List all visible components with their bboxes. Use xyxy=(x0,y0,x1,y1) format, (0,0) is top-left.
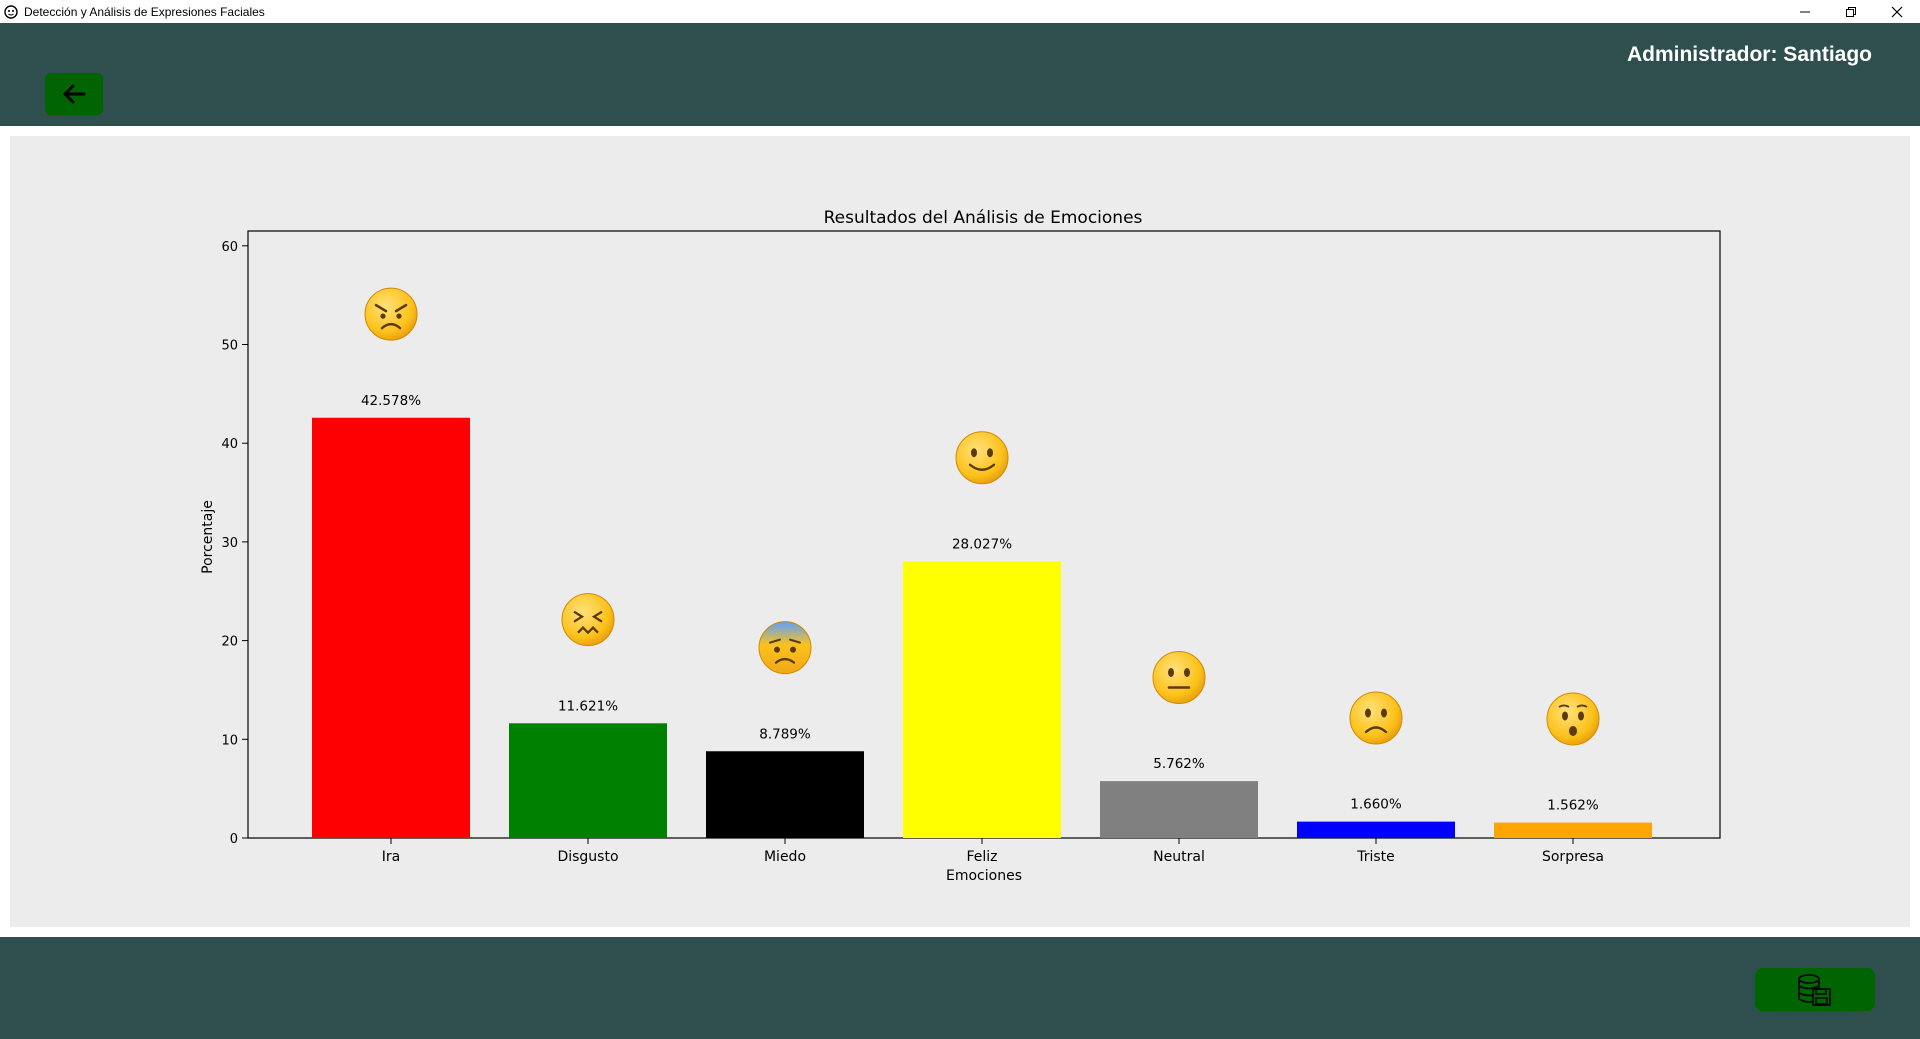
minimize-button[interactable] xyxy=(1782,0,1828,23)
header-bar: Administrador: Santiago xyxy=(0,23,1920,126)
smiling-face-icon xyxy=(955,431,1009,485)
category-label: Neutral xyxy=(1153,849,1205,865)
chart-panel: Resultados del Análisis de Emociones 0 10… xyxy=(10,136,1910,927)
restore-icon xyxy=(1846,6,1856,17)
bar-ira xyxy=(312,417,470,838)
bar-neutral xyxy=(1100,781,1258,838)
footer-bar xyxy=(0,937,1920,1039)
window-controls xyxy=(1782,0,1920,23)
bar-disgusto xyxy=(509,723,667,838)
y-tick-label: 10 xyxy=(221,733,238,748)
y-tick-label: 40 xyxy=(221,437,238,452)
bar-miedo xyxy=(706,751,864,838)
value-label: 11.621% xyxy=(558,698,618,714)
close-icon xyxy=(1891,6,1903,17)
category-label: Disgusto xyxy=(557,849,618,865)
category-label: Triste xyxy=(1356,849,1395,865)
bar-feliz xyxy=(903,561,1061,838)
value-label: 1.562% xyxy=(1547,798,1599,814)
value-label: 5.762% xyxy=(1153,756,1205,772)
value-label: 1.660% xyxy=(1350,797,1402,813)
frowning-face-icon xyxy=(1349,691,1403,745)
y-tick-label: 50 xyxy=(221,339,238,354)
emotion-bar-chart: Resultados del Análisis de Emociones 0 10… xyxy=(200,208,1721,884)
database-save-icon xyxy=(1798,973,1831,1006)
x-axis: Ira Disgusto Miedo Feliz Neutral Triste Sorpre… xyxy=(382,838,1604,865)
y-tick-label: 20 xyxy=(221,635,238,650)
x-axis-label: Emociones xyxy=(946,868,1022,884)
value-label: 42.578% xyxy=(361,393,421,409)
restore-button[interactable] xyxy=(1828,0,1874,23)
close-button[interactable] xyxy=(1874,0,1920,23)
database-save-button[interactable] xyxy=(1755,968,1875,1011)
fearful-face-icon xyxy=(758,621,812,675)
category-label: Miedo xyxy=(764,849,806,865)
y-tick-label: 0 xyxy=(230,832,238,847)
category-label: Sorpresa xyxy=(1542,849,1604,865)
admin-label: Administrador: Santiago xyxy=(1626,43,1872,66)
y-axis: 0 10 20 30 40 50 60 xyxy=(221,240,248,847)
app-icon xyxy=(4,4,18,19)
neutral-face-icon xyxy=(1152,650,1206,704)
arrow-left-icon xyxy=(63,84,86,104)
value-label: 8.789% xyxy=(759,726,811,742)
minimize-icon xyxy=(1800,11,1810,12)
confounded-face-icon xyxy=(561,593,615,647)
value-label: 28.027% xyxy=(952,536,1012,552)
bars-group: 42.578% 11.621% 8.789% 28.027% 5.762% 1.660% 1… xyxy=(312,287,1652,838)
window-title: Detección y Análisis de Expresiones Faci… xyxy=(24,4,265,19)
back-button[interactable] xyxy=(45,73,103,115)
angry-face-icon xyxy=(364,287,418,341)
chart-title: Resultados del Análisis de Emociones xyxy=(824,208,1143,228)
window-titlebar: Detección y Análisis de Expresiones Faci… xyxy=(0,0,1920,23)
bar-sorpresa xyxy=(1494,822,1652,838)
hushed-face-icon xyxy=(1546,692,1600,746)
category-label: Feliz xyxy=(966,849,997,865)
bar-triste xyxy=(1297,821,1455,838)
y-tick-label: 30 xyxy=(221,536,238,551)
category-label: Ira xyxy=(382,849,400,865)
y-axis-label: Porcentaje xyxy=(200,500,216,574)
y-tick-label: 60 xyxy=(221,240,238,255)
